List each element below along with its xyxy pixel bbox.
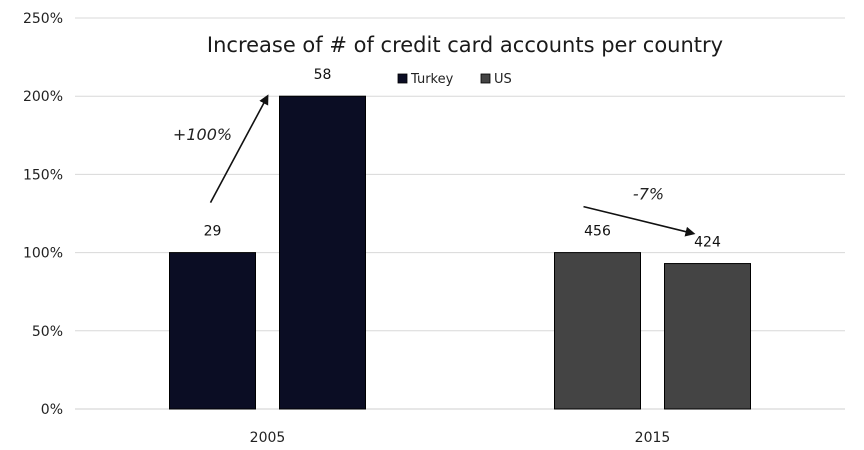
y-tick-label: 0% [41, 402, 63, 418]
data-labels: 29 58 456 424 [204, 67, 721, 250]
bar [169, 252, 256, 410]
legend-swatch [397, 73, 408, 84]
x-category-label: 2015 [635, 430, 671, 446]
y-tick-label: 150% [23, 167, 63, 183]
legend-label: US [494, 72, 512, 87]
annotation-label: +100% [173, 125, 232, 144]
y-tick-label: 200% [23, 89, 63, 105]
annotation-arrow [209, 94, 269, 203]
data-label: 424 [694, 235, 721, 251]
data-label: 29 [204, 224, 222, 240]
legend-swatch [480, 73, 491, 84]
data-label: 58 [314, 67, 332, 83]
y-axis-ticks: 0% 50% 100% 150% 200% 250% [23, 11, 63, 418]
legend-label: Turkey [410, 72, 454, 87]
y-tick-label: 250% [23, 11, 63, 27]
bars [169, 95, 751, 410]
x-category-label: 2005 [250, 430, 286, 446]
chart-title: Increase of # of credit card accounts pe… [207, 33, 723, 57]
annotations: +100% -7% [173, 94, 696, 237]
bar [664, 263, 751, 410]
y-tick-label: 100% [23, 246, 63, 262]
bar [279, 95, 366, 410]
bar [554, 252, 641, 410]
x-axis-categories: 2005 2015 [250, 430, 671, 446]
annotation-label: -7% [633, 185, 664, 204]
data-label: 456 [584, 224, 611, 240]
legend: Turkey US [397, 72, 512, 87]
y-tick-label: 50% [32, 324, 63, 340]
annotation-arrow [583, 205, 696, 237]
